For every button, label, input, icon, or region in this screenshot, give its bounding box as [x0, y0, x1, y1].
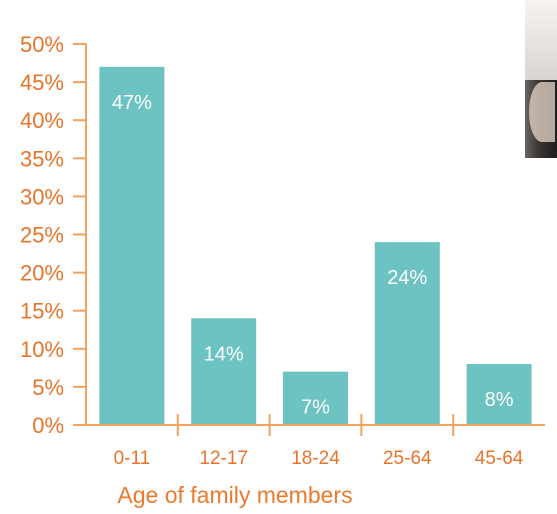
bar [374, 242, 440, 425]
bar [283, 371, 348, 425]
bar [99, 66, 165, 426]
y-tick-label: 0% [32, 413, 64, 438]
x-axis: 0-11 12-17 18-24 25-64 45-64 [86, 414, 545, 469]
x-tick-label: 45-64 [475, 448, 524, 469]
x-tick-label: 18-24 [291, 448, 340, 469]
y-axis: 0% 5% 10% 15% 20% 25% 30% 35% 40% 45% 50% [20, 32, 87, 438]
bar-data-label: 7% [301, 397, 330, 419]
person-photo [525, 0, 557, 158]
y-tick-label: 35% [20, 146, 64, 171]
bar-data-label: 14% [204, 343, 244, 365]
bars: 47% 14% 7% 24% 8% [99, 66, 532, 426]
bar-data-label: 47% [112, 92, 152, 114]
x-tick-label: 25-64 [383, 448, 432, 469]
x-tick-label: 0-11 [114, 448, 151, 469]
person-photo-icon [529, 82, 555, 142]
y-tick-label: 30% [20, 184, 64, 209]
photo-background [525, 0, 557, 80]
y-tick-label: 5% [32, 375, 64, 400]
x-axis-title: Age of family members [117, 482, 352, 508]
bar-data-label: 8% [485, 389, 514, 411]
bar [466, 364, 532, 425]
y-tick-label: 45% [20, 70, 64, 95]
y-tick-label: 50% [20, 32, 64, 57]
y-tick-label: 40% [20, 108, 64, 133]
y-tick-label: 20% [20, 261, 64, 286]
x-tick-label: 12-17 [199, 448, 248, 469]
y-tick-label: 10% [20, 337, 64, 362]
y-tick-label: 25% [20, 223, 64, 248]
bar [191, 318, 257, 425]
y-tick-label: 15% [20, 299, 64, 324]
bar-data-label: 24% [387, 267, 427, 289]
